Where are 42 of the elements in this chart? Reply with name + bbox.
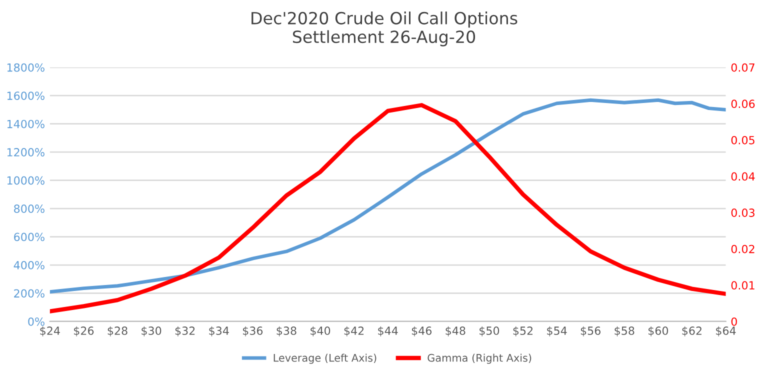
legend-label: Gamma (Right Axis) bbox=[428, 354, 532, 364]
x-tick-label: $62 bbox=[682, 326, 702, 336]
x-tick-label: $50 bbox=[480, 326, 500, 336]
x-tick-label: $58 bbox=[614, 326, 634, 336]
x-tick-label: $56 bbox=[580, 326, 600, 336]
x-tick-label: $24 bbox=[40, 326, 60, 336]
y2-tick-label: 0.07 bbox=[731, 63, 754, 72]
y2-tick-label: 0.01 bbox=[731, 281, 754, 290]
x-tick-label: $60 bbox=[648, 326, 668, 336]
y-tick-label: 1400% bbox=[7, 120, 44, 128]
x-tick-label: $34 bbox=[209, 326, 229, 336]
x-tick-label: $48 bbox=[446, 326, 466, 336]
y-tick-label: 1200% bbox=[7, 148, 44, 156]
y-tick-label: 1000% bbox=[7, 176, 44, 185]
y2-tick-label: 0.04 bbox=[731, 172, 755, 181]
y-tick-label: 800% bbox=[14, 204, 44, 213]
chart-title: Dec'2020 Crude Oil Call Options Settlement 26-Aug-20 bbox=[252, 12, 518, 46]
x-tick-label: $42 bbox=[344, 326, 364, 336]
y-tick-label: 0% bbox=[28, 317, 44, 326]
x-tick-label: $44 bbox=[378, 326, 398, 336]
x-tick-label: $36 bbox=[242, 326, 263, 336]
y2-tick-label: 0 bbox=[731, 317, 737, 326]
y-tick-label: 200% bbox=[14, 289, 44, 298]
y2-tick-label: 0.02 bbox=[731, 244, 754, 254]
y-tick-label: 1800% bbox=[7, 63, 44, 72]
legend-label: Leverage (Left Axis) bbox=[274, 354, 376, 364]
x-tick-label: $40 bbox=[310, 326, 330, 336]
x-tick-label: $64 bbox=[716, 326, 736, 336]
x-tick-label: $38 bbox=[276, 326, 296, 336]
y-tick-label: 400% bbox=[14, 260, 44, 270]
y2-tick-label: 0.03 bbox=[731, 208, 754, 217]
x-tick-label: $32 bbox=[175, 326, 195, 336]
y-tick-label: 600% bbox=[14, 232, 44, 242]
x-tick-label: $30 bbox=[142, 326, 162, 336]
y2-tick-label: 0.05 bbox=[731, 136, 754, 144]
x-tick-label: $46 bbox=[412, 326, 432, 336]
x-tick-label: $54 bbox=[547, 326, 567, 336]
x-tick-label: $26 bbox=[74, 326, 94, 336]
y-tick-label: 1600% bbox=[7, 92, 44, 100]
x-tick-label: $28 bbox=[108, 326, 128, 336]
y2-tick-label: 0.06 bbox=[731, 100, 755, 108]
x-tick-label: $52 bbox=[513, 326, 532, 336]
